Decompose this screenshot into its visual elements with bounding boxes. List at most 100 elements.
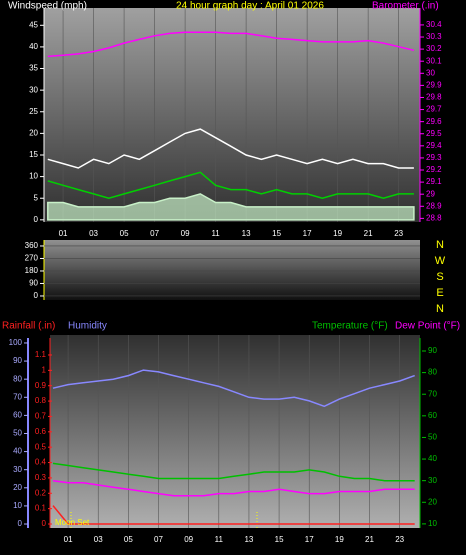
- y-tick-label: 60: [13, 410, 22, 419]
- y2-tick-label: 29.4: [426, 141, 442, 150]
- rain-label: Rainfall (.in): [2, 321, 55, 332]
- y-tick-label: 20: [13, 483, 22, 492]
- y3-tick-label: 0.3: [35, 473, 47, 482]
- y-tick-label: 10: [29, 172, 38, 181]
- series-line: [47, 171, 414, 199]
- y3-tick-label: 0.7: [35, 412, 47, 421]
- series-line: [52, 479, 415, 497]
- y2-tick-label: 29.1: [426, 177, 442, 186]
- x-tick-label: 15: [275, 535, 284, 544]
- y-tick-label: 10: [13, 501, 22, 510]
- series-line: [47, 31, 415, 58]
- y2-tick-label: 70: [428, 389, 437, 398]
- wind-label: Windspeed (mph): [8, 1, 87, 12]
- x-tick-label: 13: [244, 535, 253, 544]
- y3-tick-label: 0.2: [35, 488, 47, 497]
- series-line: [52, 462, 415, 482]
- x-tick-label: 21: [364, 229, 373, 238]
- y-tick-label: 50: [13, 429, 22, 438]
- y-tick-label: 15: [29, 150, 38, 159]
- y3-tick-label: 1.1: [35, 350, 47, 359]
- baro-label: Barometer (.in): [372, 1, 439, 12]
- y-tick-label: 80: [13, 374, 22, 383]
- x-tick-label: 13: [242, 229, 251, 238]
- x-tick-label: 23: [394, 229, 403, 238]
- climate-panel: [50, 335, 420, 528]
- x-tick-label: 19: [333, 229, 342, 238]
- y2-tick-label: 30.2: [426, 44, 442, 53]
- y-tick-label: 270: [25, 254, 39, 263]
- y2-tick-label: 90: [428, 346, 437, 355]
- y2-tick-label: 29: [426, 189, 435, 198]
- y2-tick-label: 29.5: [426, 129, 442, 138]
- humidity-label: Humidity: [68, 321, 107, 332]
- y2-tick-label: 20: [428, 497, 437, 506]
- y2-tick-label: 30: [426, 68, 435, 77]
- direction-label: S: [436, 271, 443, 283]
- y2-tick-label: 29.6: [426, 117, 442, 126]
- y-tick-label: 20: [29, 128, 38, 137]
- y-tick-label: 35: [29, 64, 38, 73]
- direction-label: N: [436, 303, 444, 315]
- series-line: [47, 128, 414, 169]
- y3-tick-label: 0: [42, 519, 47, 528]
- y-tick-label: 70: [13, 392, 22, 401]
- y-tick-label: 45: [29, 20, 38, 29]
- y2-tick-label: 80: [428, 368, 437, 377]
- y2-tick-label: 40: [428, 454, 437, 463]
- y3-tick-label: 0.9: [35, 381, 47, 390]
- y-tick-label: 90: [29, 279, 38, 288]
- y3-tick-label: 1: [42, 365, 47, 374]
- y2-tick-label: 29.2: [426, 165, 442, 174]
- y2-tick-label: 30.4: [426, 20, 442, 29]
- x-tick-label: 03: [94, 535, 103, 544]
- x-tick-label: 01: [59, 229, 68, 238]
- x-tick-label: 05: [124, 535, 133, 544]
- y2-tick-label: 30.3: [426, 32, 442, 41]
- y-tick-label: 40: [13, 447, 22, 456]
- x-tick-label: 03: [89, 229, 98, 238]
- y-tick-label: 0: [34, 215, 39, 224]
- y3-tick-label: 0.1: [35, 504, 47, 513]
- x-tick-label: 01: [64, 535, 73, 544]
- y3-tick-label: 0.6: [35, 427, 47, 436]
- y-tick-label: 180: [25, 266, 39, 275]
- y-tick-label: 5: [34, 193, 39, 202]
- x-tick-label: 15: [272, 229, 281, 238]
- wind-panel: [44, 8, 420, 222]
- direction-label: N: [436, 239, 444, 251]
- y-tick-label: 25: [29, 107, 38, 116]
- x-tick-label: 07: [150, 229, 159, 238]
- y2-tick-label: 30: [428, 476, 437, 485]
- direction-panel: [44, 240, 420, 300]
- y2-tick-label: 50: [428, 433, 437, 442]
- temp-label: Temperature (°F): [312, 321, 388, 332]
- y2-tick-label: 29.9: [426, 80, 442, 89]
- chart-title: 24 hour graph day : April 01 2026: [176, 1, 324, 12]
- y-tick-label: 30: [13, 465, 22, 474]
- y3-tick-label: 0.8: [35, 396, 47, 405]
- annotation: Moon Set: [55, 518, 90, 527]
- y-tick-label: 40: [29, 42, 38, 51]
- y2-tick-label: 28.8: [426, 213, 442, 222]
- y2-tick-label: 30.1: [426, 56, 442, 65]
- y3-tick-label: 0.5: [35, 442, 47, 451]
- series-line: [52, 369, 415, 408]
- direction-label: E: [436, 287, 443, 299]
- x-tick-label: 17: [305, 535, 314, 544]
- y-tick-label: 100: [9, 338, 23, 347]
- direction-label: W: [435, 255, 446, 267]
- series-area: [47, 193, 415, 221]
- y2-tick-label: 10: [428, 519, 437, 528]
- y-tick-label: 90: [13, 356, 22, 365]
- series-line: [52, 505, 415, 525]
- x-tick-label: 23: [395, 535, 404, 544]
- x-tick-label: 09: [181, 229, 190, 238]
- y-tick-label: 360: [25, 241, 39, 250]
- y2-tick-label: 60: [428, 411, 437, 420]
- y2-tick-label: 28.9: [426, 201, 442, 210]
- x-tick-label: 09: [184, 535, 193, 544]
- x-tick-label: 11: [215, 535, 224, 544]
- dew-label: Dew Point (°F): [395, 321, 460, 332]
